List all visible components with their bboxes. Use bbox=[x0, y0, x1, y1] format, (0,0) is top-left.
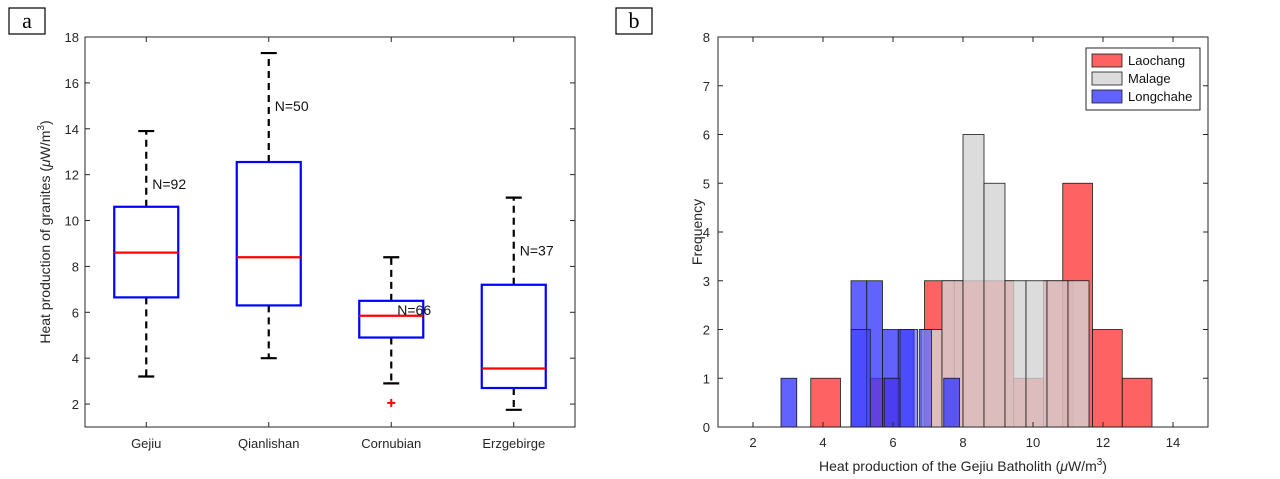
box-erzgebirge: N=37 bbox=[480, 196, 554, 411]
hist-bar-malage bbox=[983, 182, 1006, 428]
histogram-y-axis: 0 1 2 3 4 5 6 7 8 bbox=[703, 30, 1208, 435]
hist-y-tick-label: 3 bbox=[703, 274, 710, 289]
panel-a-tag-box bbox=[8, 7, 46, 35]
box-y-tick-label: 16 bbox=[65, 76, 79, 91]
legend-label-longchahe: Longchahe bbox=[1128, 89, 1192, 104]
legend-swatch-laochang bbox=[1091, 53, 1123, 68]
hist-bar-longchahe bbox=[780, 377, 798, 428]
iqr-box bbox=[358, 299, 425, 339]
hist-x-tick-label: 6 bbox=[889, 435, 896, 450]
box-y-tick-label: 18 bbox=[65, 30, 79, 45]
hist-y-tick-label: 4 bbox=[703, 225, 710, 240]
hist-bar-longchahe-overlay bbox=[883, 377, 901, 428]
histogram-x-axis: 2 4 6 8 10 12 14 bbox=[749, 37, 1180, 450]
box-y-tick-label: 4 bbox=[72, 351, 79, 366]
legend-label-laochang: Laochang bbox=[1128, 53, 1185, 68]
legend-label-malage: Malage bbox=[1128, 71, 1171, 86]
hist-y-tick-label: 0 bbox=[703, 420, 710, 435]
hist-y-tick-label: 7 bbox=[703, 79, 710, 94]
box-plot-x-axis: Gejiu Qianlishan Cornubian Erzgebirge bbox=[131, 37, 545, 451]
box-plot-marks: N=92 N=50 N=66 N=37 bbox=[113, 51, 554, 411]
histogram-bars bbox=[780, 134, 1153, 428]
hist-x-tick-label: 8 bbox=[959, 435, 966, 450]
hist-y-tick-label: 6 bbox=[703, 128, 710, 143]
hist-bar-malage bbox=[962, 134, 985, 428]
histogram-x-label: Heat production of the Gejiu Batholith (… bbox=[819, 457, 1107, 474]
box-y-tick-label: 10 bbox=[65, 214, 79, 229]
hist-bar-malage bbox=[1025, 280, 1048, 428]
sample-size-label: N=66 bbox=[397, 302, 431, 318]
hist-x-tick-label: 2 bbox=[749, 435, 756, 450]
sample-size-label: N=50 bbox=[275, 98, 309, 114]
hist-x-tick-label: 14 bbox=[1166, 435, 1180, 450]
panel-b-tag-box bbox=[615, 7, 653, 35]
hist-bar-malage bbox=[1004, 280, 1027, 428]
hist-x-tick-label: 4 bbox=[819, 435, 826, 450]
iqr-box bbox=[480, 283, 547, 390]
box-x-tick-label: Qianlishan bbox=[238, 436, 299, 451]
box-x-tick-label: Gejiu bbox=[131, 436, 161, 451]
box-y-tick-label: 8 bbox=[72, 259, 79, 274]
sample-size-label: N=92 bbox=[152, 176, 186, 192]
sample-size-label: N=37 bbox=[520, 243, 554, 259]
box-gejiu: N=92 bbox=[113, 129, 186, 378]
histogram-y-label: Frequency bbox=[689, 199, 705, 265]
box-x-tick-label: Erzgebirge bbox=[482, 436, 545, 451]
box-cornubian: N=66 bbox=[358, 256, 431, 407]
box-y-tick-label: 12 bbox=[65, 168, 79, 183]
hist-bar-longchahe-overlay bbox=[850, 329, 871, 428]
hist-bar-laochang bbox=[1092, 329, 1123, 428]
hist-x-tick-label: 10 bbox=[1026, 435, 1040, 450]
box-plot-panel: a N=92 N=50 N=66 N=37 2 4 6 8 10 12 14 16 18 Gejiu Q… bbox=[8, 7, 576, 451]
hist-x-tick-label: 12 bbox=[1096, 435, 1110, 450]
box-y-tick-label: 14 bbox=[65, 122, 79, 137]
histogram-legend: Laochang Malage Longchahe bbox=[1085, 47, 1201, 111]
hist-bar-laochang bbox=[1121, 377, 1153, 428]
panel-b-tag: b bbox=[629, 8, 640, 33]
panel-a-tag: a bbox=[22, 8, 32, 33]
box-y-tick-label: 2 bbox=[72, 397, 79, 412]
hist-bar-malage bbox=[1067, 280, 1090, 428]
box-y-tick-label: 6 bbox=[72, 305, 79, 320]
legend-swatch-malage bbox=[1091, 71, 1123, 86]
hist-bar-malage bbox=[1046, 280, 1069, 428]
box-qianlishan: N=50 bbox=[235, 51, 309, 360]
box-x-tick-label: Cornubian bbox=[361, 436, 421, 451]
hist-y-tick-label: 5 bbox=[703, 176, 710, 191]
iqr-box bbox=[235, 160, 302, 307]
hist-y-tick-label: 1 bbox=[703, 371, 710, 386]
hist-bar-laochang bbox=[810, 377, 841, 428]
legend-swatch-longchahe bbox=[1091, 89, 1123, 104]
hist-y-tick-label: 8 bbox=[703, 30, 710, 45]
hist-bar-longchahe bbox=[943, 377, 960, 428]
hist-bar-longchahe-overlay bbox=[899, 329, 918, 428]
box-plot-y-axis: 2 4 6 8 10 12 14 16 18 bbox=[65, 30, 575, 412]
box-plot-y-label: Heat production of granites (μW/m3) bbox=[36, 120, 53, 343]
box-plot-area bbox=[84, 36, 576, 428]
hist-bar-longchahe-overlay bbox=[918, 329, 932, 428]
hist-y-tick-label: 2 bbox=[703, 323, 710, 338]
